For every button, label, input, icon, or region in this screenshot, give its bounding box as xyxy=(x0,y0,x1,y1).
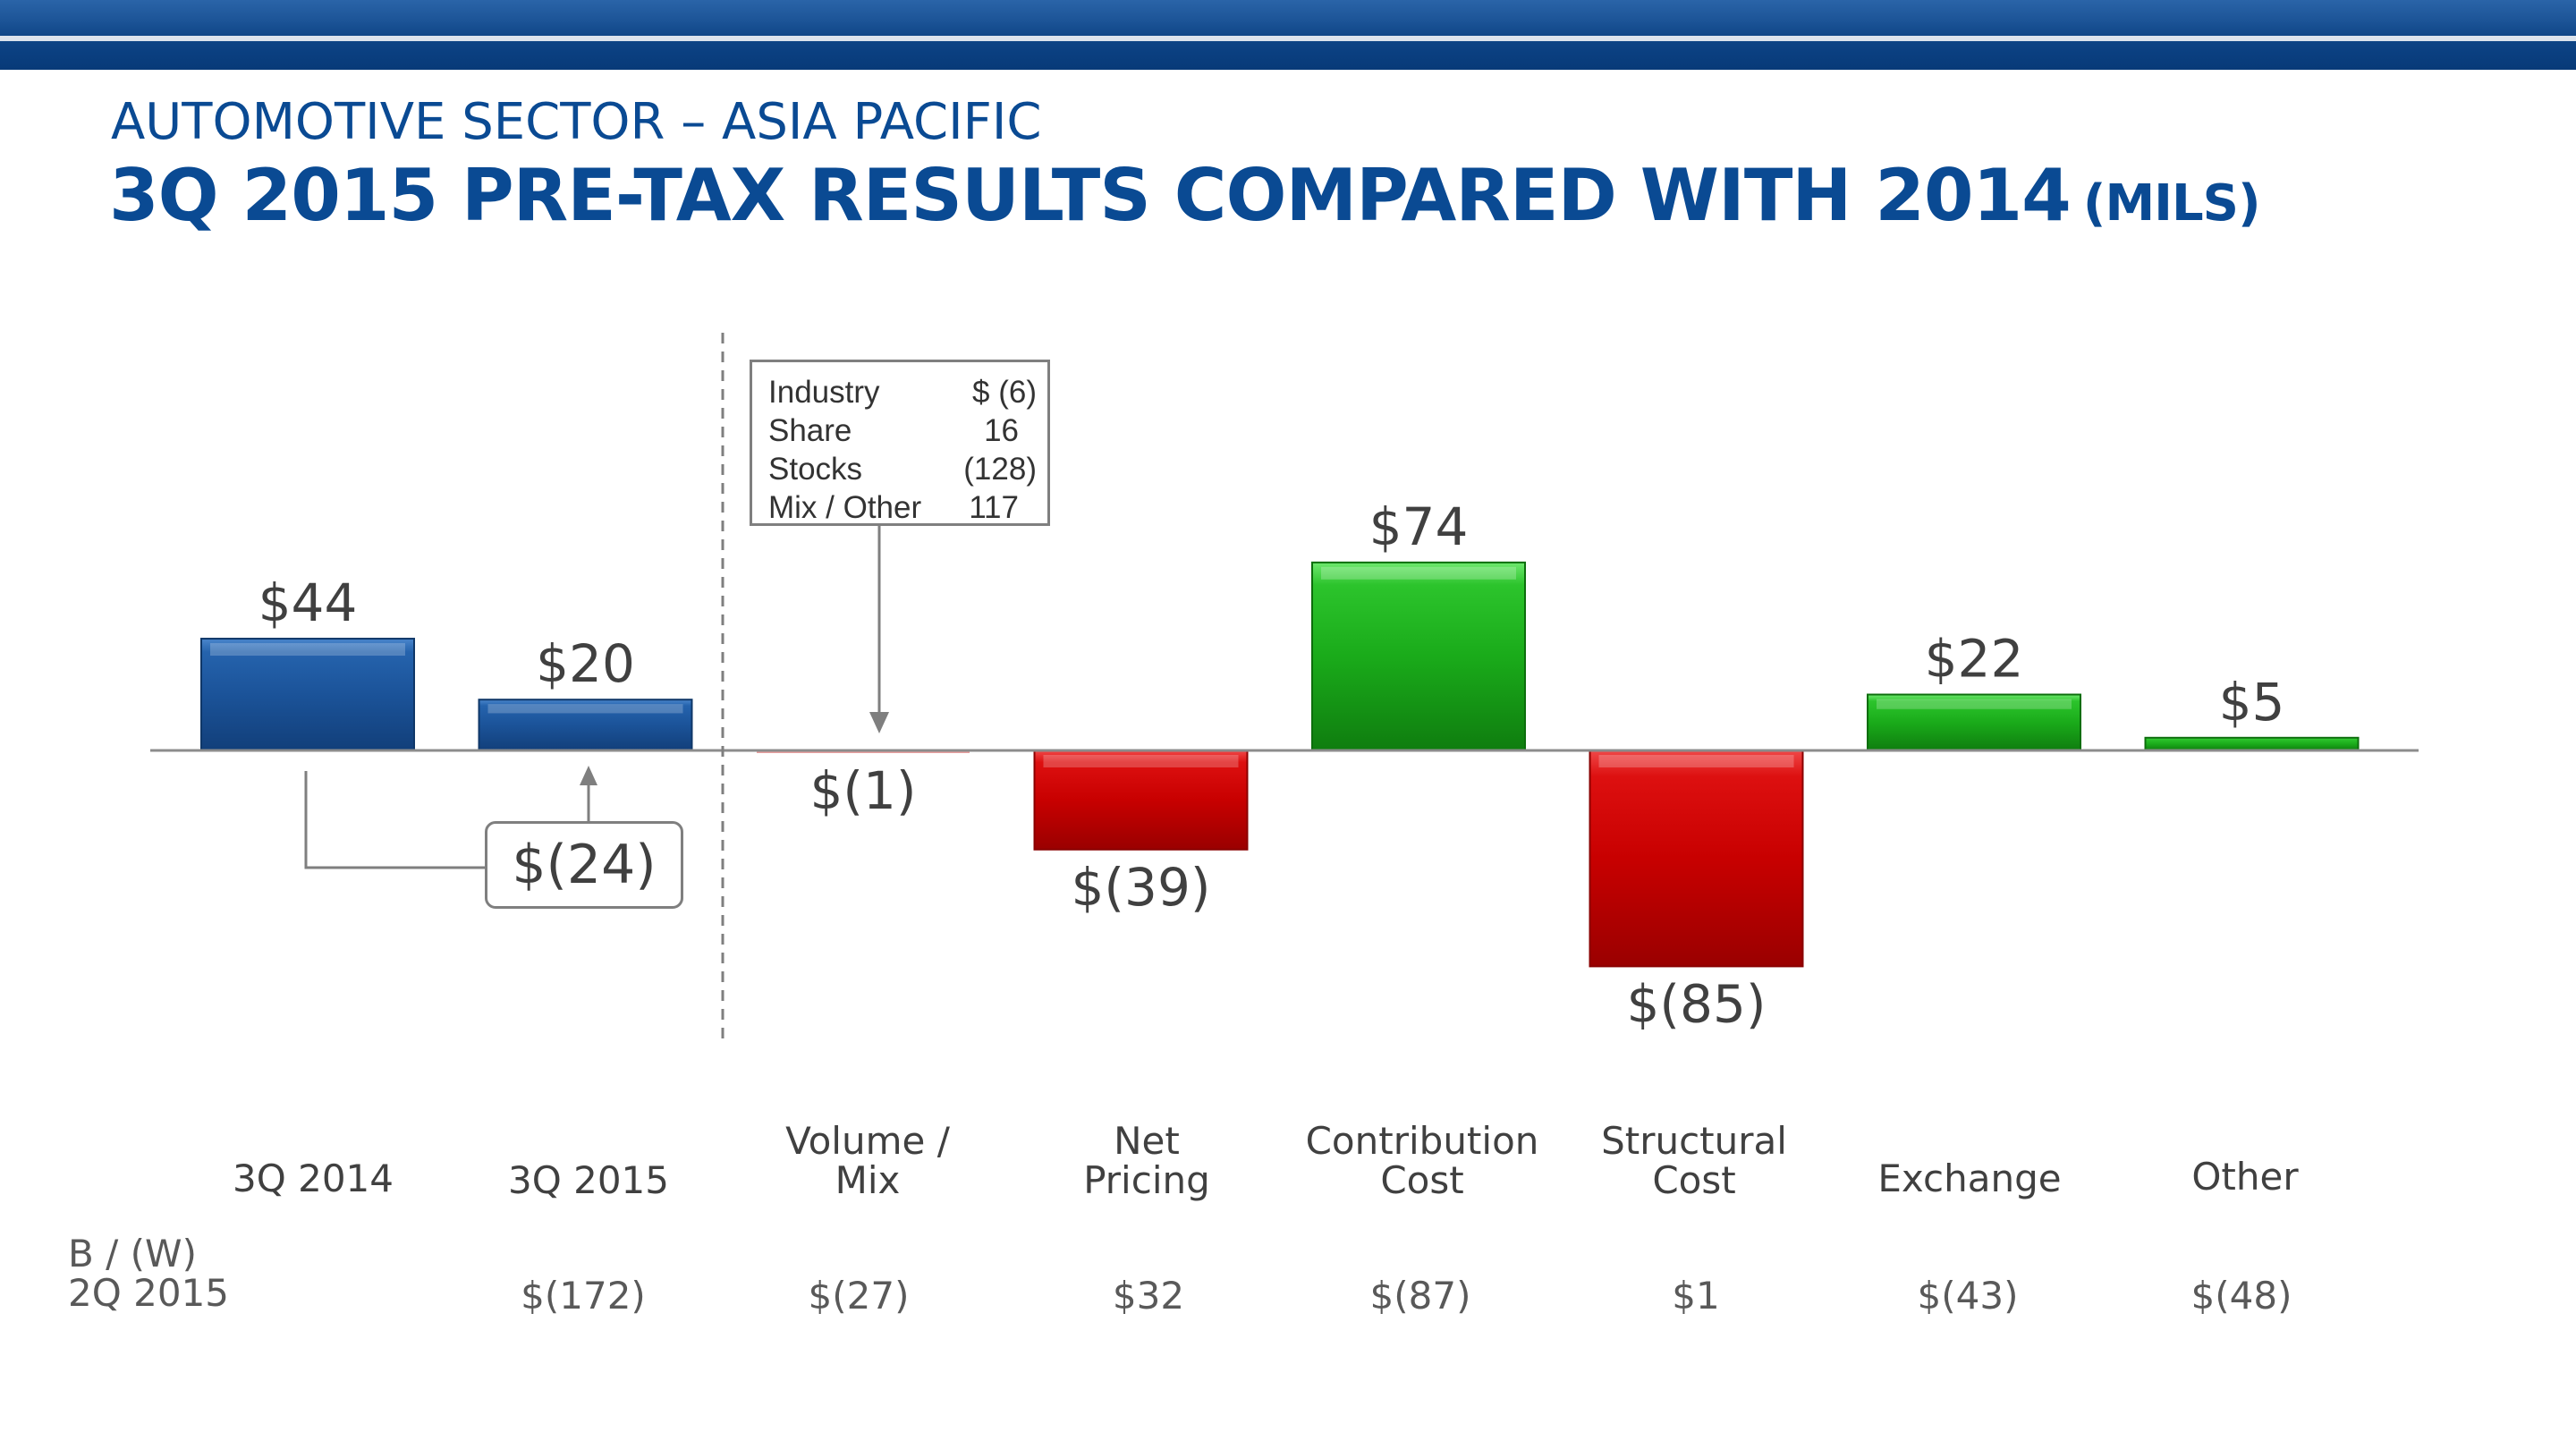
volume-mix-breakdown-callout: Industry $ (6) Share 16 Stocks (128) Mix / … xyxy=(750,360,1050,526)
year-over-year-change-box: $(24) xyxy=(485,821,683,909)
callout-value: 16 xyxy=(984,413,1019,448)
callout-label: Mix / Other xyxy=(768,490,922,525)
category-label-3q-2015: 3Q 2015 xyxy=(507,1158,670,1202)
value-label-contribution-cost: $74 xyxy=(1369,496,1469,557)
callout-row-stocks: Stocks (128) xyxy=(768,452,1037,489)
callout-value: 117 xyxy=(969,490,1019,525)
value-label-other: $5 xyxy=(2219,672,2285,733)
bar-highlight-contribution-cost xyxy=(1321,566,1516,580)
category-label-net-pricing: Net Pricing xyxy=(1083,1119,1210,1202)
callout-value: (128) xyxy=(963,452,1037,487)
header-bar xyxy=(0,0,2576,70)
category-label-other: Other xyxy=(2191,1155,2299,1199)
callout-label: Industry xyxy=(768,375,880,410)
slide-title-text: 3Q 2015 PRE-TAX RESULTS COMPARED WITH 20… xyxy=(109,154,2072,237)
callout-arrow-head xyxy=(869,712,889,733)
bar-highlight-exchange xyxy=(1877,699,2072,709)
change-arrow-head xyxy=(580,766,597,785)
callout-row-share: Share 16 xyxy=(768,413,1037,451)
bar-other xyxy=(2144,736,2360,751)
value-label-volume-mix: $(1) xyxy=(809,760,916,821)
bar-3q-2015 xyxy=(478,699,693,752)
category-label-volume-mix: Volume / Mix xyxy=(785,1119,950,1202)
category-label-contribution-cost: Contribution Cost xyxy=(1305,1119,1539,1202)
category-label-exchange: Exchange xyxy=(1877,1157,2062,1200)
bar-highlight-3q-2014 xyxy=(210,643,405,657)
value-label-3q-2015: $20 xyxy=(536,633,635,694)
bar-contribution-cost xyxy=(1311,561,1526,752)
slide-subtitle: AUTOMOTIVE SECTOR – ASIA PACIFIC xyxy=(111,93,1042,151)
bar-highlight-structural-cost xyxy=(1598,755,1794,767)
value-label-3q-2014: $44 xyxy=(258,572,358,633)
bar-3q-2014 xyxy=(200,638,415,751)
value-label-exchange: $22 xyxy=(1925,629,2024,690)
callout-label: Stocks xyxy=(768,452,863,487)
bar-net-pricing xyxy=(1033,750,1249,851)
bar-structural-cost xyxy=(1589,750,1804,968)
comparison-value-3q-2015: $(172) xyxy=(521,1274,646,1318)
bar-highlight-net-pricing xyxy=(1043,755,1239,767)
comparison-value-exchange: $(43) xyxy=(1917,1274,2019,1318)
value-label-net-pricing: $(39) xyxy=(1072,857,1211,918)
slide-title: 3Q 2015 PRE-TAX RESULTS COMPARED WITH 20… xyxy=(109,154,2261,237)
change-connector xyxy=(304,771,485,869)
comparison-value-other: $(48) xyxy=(2190,1274,2292,1318)
category-label-structural-cost: Structural Cost xyxy=(1601,1119,1787,1202)
comparison-value-structural-cost: $1 xyxy=(1672,1274,1720,1318)
comparison-value-net-pricing: $32 xyxy=(1112,1274,1185,1318)
slide-title-unit: (MILS) xyxy=(2082,174,2261,233)
callout-row-industry: Industry $ (6) xyxy=(768,375,1037,412)
comparison-row-label: B / (W) 2Q 2015 xyxy=(68,1232,230,1315)
comparison-value-contribution-cost: $(87) xyxy=(1369,1274,1471,1318)
callout-row-mix-other: Mix / Other 117 xyxy=(768,490,1037,528)
bar-exchange xyxy=(1867,693,2081,752)
callout-value: $ (6) xyxy=(972,375,1037,410)
value-label-structural-cost: $(85) xyxy=(1627,973,1767,1034)
comparison-value-volume-mix: $(27) xyxy=(808,1274,910,1318)
category-label-3q-2014: 3Q 2014 xyxy=(232,1157,394,1200)
bar-highlight-3q-2015 xyxy=(487,704,683,714)
callout-label: Share xyxy=(768,413,852,448)
header-bar-stripe xyxy=(0,36,2576,41)
